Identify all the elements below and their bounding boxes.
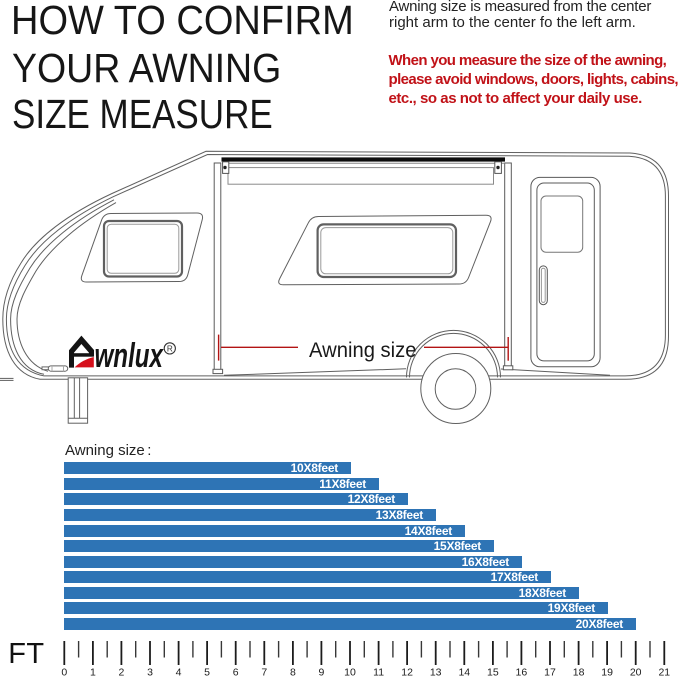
svg-text:12: 12 [401, 667, 413, 677]
svg-text:6: 6 [233, 667, 239, 677]
svg-text:5: 5 [204, 667, 210, 677]
svg-text:4: 4 [176, 667, 182, 677]
svg-text:17: 17 [544, 667, 556, 677]
svg-text:9: 9 [318, 667, 324, 677]
svg-text:16: 16 [516, 667, 528, 677]
svg-text:1: 1 [90, 667, 96, 677]
svg-text:R: R [167, 344, 173, 353]
svg-text:wnlux: wnlux [95, 337, 165, 375]
svg-text:0: 0 [61, 667, 67, 677]
svg-text:Awning size: Awning size [309, 338, 417, 362]
svg-text:20: 20 [630, 667, 642, 677]
svg-text:3: 3 [147, 667, 153, 677]
svg-text:2: 2 [118, 667, 124, 677]
svg-text:15: 15 [487, 667, 499, 677]
svg-text:14: 14 [458, 667, 470, 677]
svg-text:18: 18 [573, 667, 585, 677]
svg-text:19: 19 [601, 667, 613, 677]
svg-text:7: 7 [261, 667, 267, 677]
svg-text:8: 8 [290, 667, 296, 677]
svg-text:10: 10 [344, 667, 356, 677]
svg-text:21: 21 [658, 667, 670, 677]
svg-text:11: 11 [373, 667, 384, 677]
svg-text:13: 13 [430, 667, 442, 677]
